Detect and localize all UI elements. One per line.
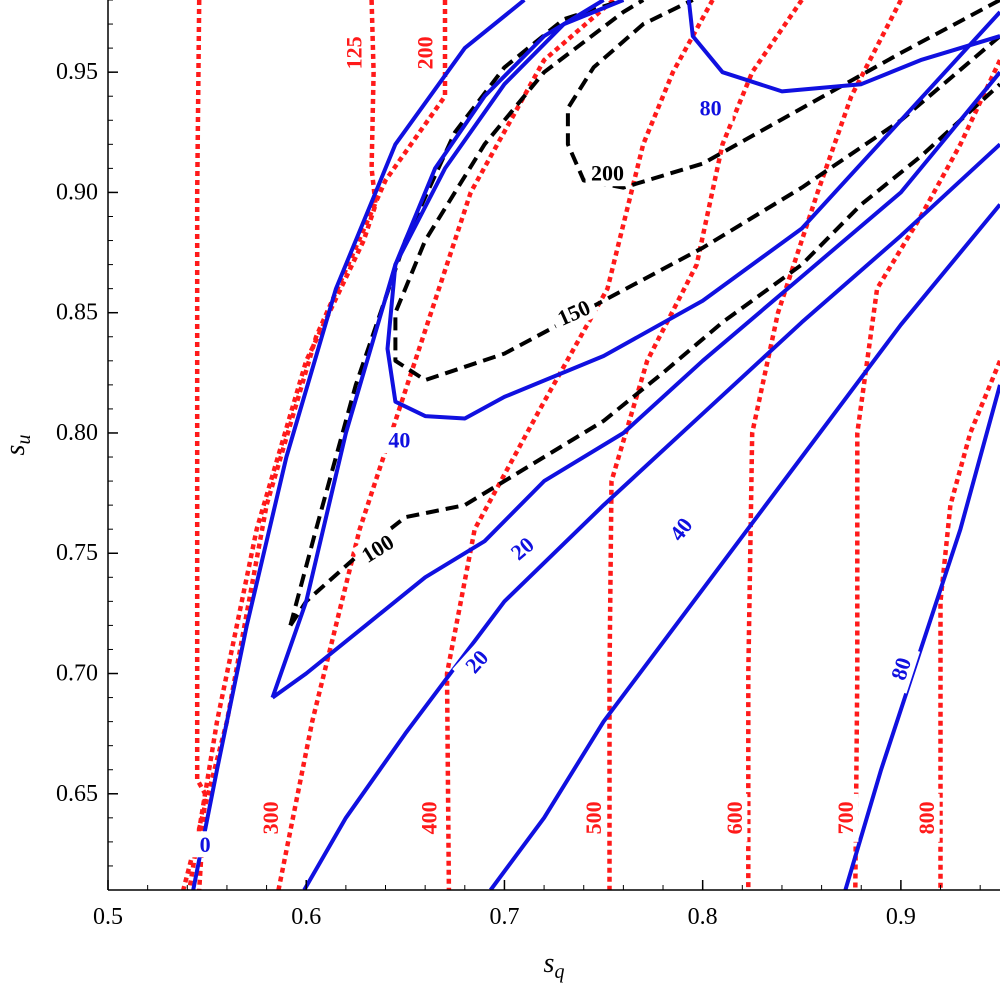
contour-label-red-dotted-700: 700: [833, 801, 858, 834]
contour-label-red-dotted-300: 300: [258, 801, 283, 834]
y-tick-label: 0.90: [56, 179, 98, 205]
contour-label-bg: [721, 793, 748, 842]
y-tick-label: 0.65: [56, 781, 98, 807]
contour-label-red-dotted-500: 500: [581, 801, 606, 834]
contour-label-red-dotted-200: 200: [413, 36, 438, 69]
contour-line-black-dashed-150-1-0: [393, 0, 1000, 383]
x-tick-label: 0.6: [291, 904, 321, 930]
y-axis-title: su: [0, 435, 35, 456]
contour-line-red-dotted-500-4-0: [607, 0, 804, 890]
contour-label-black-dashed-200: 200: [591, 161, 624, 186]
contour-line-blue-solid-80-5-0: [843, 384, 1000, 890]
contour-label-bg: [416, 793, 443, 842]
y-tick-label: 0.70: [56, 661, 98, 687]
contour-line-blue-solid-40-4-0: [385, 0, 1000, 421]
y-ticks: 0.65 0.70 0.75 0.80 0.85 0.90 0.95: [56, 0, 118, 891]
contour-label-bg: [497, 524, 548, 573]
contour-line-blue-solid-20-2-0: [271, 70, 1000, 700]
contour-label-blue-solid-80: 80: [700, 96, 722, 121]
x-ticks: 0.5 0.6 0.7 0.8 0.9: [93, 880, 981, 930]
contour-line-black-dashed-200-2-0: [565, 0, 1000, 190]
y-axis-title-sub: u: [13, 435, 35, 445]
contour-label-red-dotted-400: 400: [417, 801, 442, 834]
contour-label-blue-solid-40: 40: [388, 428, 410, 453]
y-tick-label: 0.75: [56, 540, 98, 566]
x-axis-title: sq: [544, 948, 565, 983]
contour-label-bg: [183, 831, 228, 858]
contour-lines: [181, 0, 1000, 890]
contour-label-red-dotted-600: 600: [722, 801, 747, 834]
contour-line-blue-solid-20-2-1: [270, 0, 625, 699]
contour-line-red-dotted-800-7-0: [938, 359, 1000, 890]
contour-label-bg: [377, 427, 422, 454]
contour-label-bg: [657, 503, 705, 555]
contour-line-red-dotted-600-5-0: [746, 0, 903, 890]
contour-label-bg: [580, 793, 607, 842]
contour-line-red-dotted-700-6-0: [853, 59, 1000, 890]
contour-line-blue-solid-20-1-0: [302, 142, 1000, 890]
contour-line-blue-solid-40-3-0: [488, 203, 1000, 890]
contour-label-bg: [585, 160, 630, 187]
axes: 0.5 0.6 0.7 0.8 0.9 0.65 0.70 0.75 0.80 0.85 0.90…: [56, 0, 1000, 930]
contour-label-bg: [340, 28, 367, 77]
contour-label-red-dotted-125: 125: [341, 36, 366, 69]
y-tick-label: 0.85: [56, 300, 98, 326]
contour-line-black-dashed-100-0-1: [288, 0, 625, 626]
contour-label-red-dotted-800: 800: [914, 801, 939, 834]
x-axis-title-main: s: [544, 948, 555, 979]
contour-line-blue-solid-0-0-0: [191, 0, 526, 890]
x-axis-title-sub: q: [554, 961, 564, 983]
contour-line-red-dotted-400-3-0: [444, 0, 715, 890]
contour-label-bg: [688, 95, 733, 122]
contour-label-blue-solid-0: 0: [200, 832, 211, 857]
x-tick-label: 0.8: [688, 904, 718, 930]
contour-line-blue-solid-80-6-0: [686, 0, 1000, 94]
contour-label-bg: [257, 793, 284, 842]
y-tick-label: 0.95: [56, 59, 98, 85]
x-tick-label: 0.5: [93, 904, 123, 930]
contour-line-red-dotted-300-2-0: [276, 0, 615, 890]
y-axis-title-main: s: [0, 444, 31, 455]
contour-label-bg: [832, 793, 859, 842]
contour-label-bg: [913, 793, 940, 842]
x-tick-label: 0.7: [489, 904, 519, 930]
x-tick-label: 0.9: [886, 904, 916, 930]
contour-label-bg: [452, 636, 502, 687]
contour-label-bg: [352, 525, 404, 572]
contour-label-bg: [881, 643, 921, 694]
contour-label-bg: [412, 28, 439, 77]
y-tick-label: 0.80: [56, 420, 98, 446]
contour-label-bg: [548, 291, 600, 334]
